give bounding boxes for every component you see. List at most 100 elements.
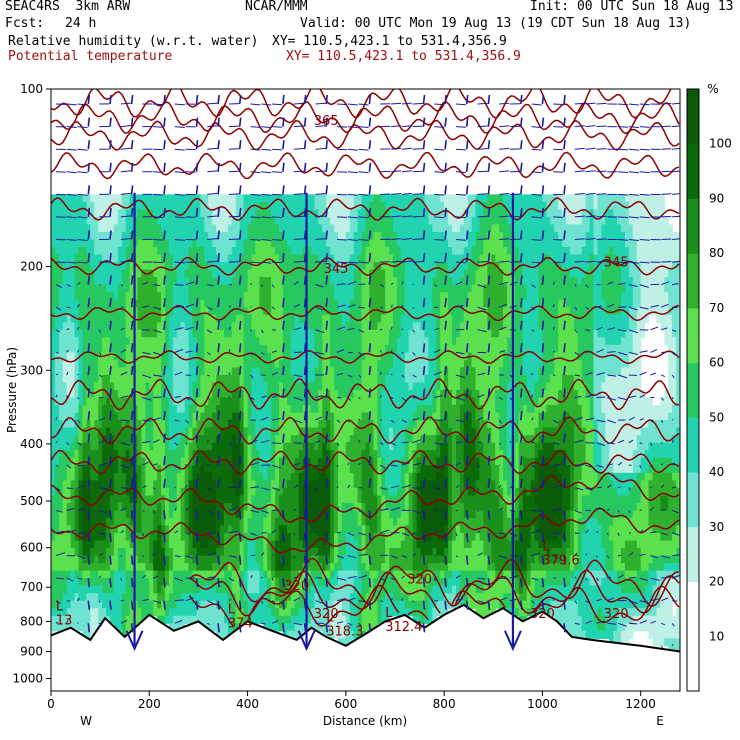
rh-cell [290, 277, 296, 286]
rh-cell [196, 593, 201, 602]
rh-cell [334, 201, 339, 210]
rh-cell [196, 578, 201, 587]
rh-cell [306, 375, 311, 384]
rh-cell [365, 502, 370, 511]
rh-cell [110, 465, 115, 474]
rh-cell [330, 209, 335, 218]
rh-cell [145, 465, 150, 474]
rh-cell [98, 405, 103, 414]
rh-cell [200, 201, 205, 210]
rh-cell [196, 412, 201, 421]
rh-cell [267, 262, 272, 271]
rh-cell [267, 548, 272, 557]
rh-cell [298, 277, 304, 286]
rh-cell [271, 216, 276, 225]
rh-cell [161, 344, 166, 353]
rh-cell [102, 593, 107, 602]
rh-cell [54, 375, 60, 384]
rh-cell [365, 292, 370, 301]
rh-cell [247, 359, 253, 368]
rh-cell [176, 533, 182, 542]
rh-cell [306, 615, 311, 624]
rh-cell [212, 472, 217, 481]
rh-cell [149, 344, 154, 353]
rh-cell [121, 480, 127, 489]
rh-cell [200, 239, 205, 248]
rh-cell [216, 615, 221, 624]
rh-cell [106, 359, 111, 368]
rh-cell [165, 194, 170, 203]
rh-cell [176, 600, 182, 609]
rh-cell [54, 510, 60, 519]
rh-cell [310, 224, 315, 233]
rh-cell [172, 533, 178, 542]
rh-cell [369, 390, 374, 399]
rh-cell [322, 585, 327, 594]
rh-cell [196, 563, 201, 572]
rh-cell [51, 540, 56, 549]
rh-cell [369, 262, 374, 271]
rh-cell [74, 232, 80, 241]
rh-cell [259, 262, 264, 271]
rh-cell [192, 608, 197, 617]
rh-cell [306, 533, 311, 542]
rh-cell [220, 247, 225, 256]
rh-cell [318, 269, 323, 278]
rh-cell [298, 555, 304, 564]
rh-cell [275, 382, 280, 391]
rh-cell [149, 442, 154, 451]
rh-cell [247, 224, 253, 233]
rh-cell [318, 292, 323, 301]
rh-cell [322, 224, 327, 233]
rh-cell [338, 435, 343, 444]
rh-cell [172, 344, 178, 353]
rh-cell [54, 442, 60, 451]
rh-cell [381, 209, 386, 218]
rh-cell [133, 382, 139, 391]
rh-cell [70, 533, 76, 542]
rh-cell [192, 262, 197, 271]
rh-cell [141, 247, 146, 256]
rh-cell [74, 563, 80, 572]
rh-cell [176, 615, 182, 624]
rh-cell [345, 435, 351, 444]
rh-cell [314, 209, 319, 218]
rh-cell [282, 412, 288, 421]
rh-cell [290, 457, 296, 466]
rh-cell [192, 435, 197, 444]
rh-cell [247, 382, 253, 391]
rh-cell [121, 367, 127, 376]
rh-cell [200, 533, 205, 542]
rh-cell [188, 194, 194, 203]
rh-cell [377, 277, 382, 286]
rh-cell [334, 593, 339, 602]
rh-cell [290, 359, 296, 368]
rh-cell [98, 329, 103, 338]
rh-cell [341, 517, 347, 526]
rh-cell [137, 435, 142, 444]
rh-cell [149, 322, 154, 331]
rh-cell [180, 232, 186, 241]
rh-cell [58, 540, 64, 549]
rh-cell [125, 322, 131, 331]
rh-cell [263, 495, 268, 504]
rh-cell [286, 390, 292, 399]
rh-cell [243, 405, 249, 414]
rh-cell [98, 570, 103, 579]
rh-cell [110, 262, 115, 271]
rh-cell [145, 359, 150, 368]
rh-cell [369, 322, 374, 331]
rh-cell [121, 502, 127, 511]
rh-cell [141, 593, 146, 602]
rh-cell [153, 359, 158, 368]
rh-cell [141, 329, 146, 338]
rh-cell [255, 397, 260, 406]
rh-cell [117, 232, 123, 241]
rh-cell [161, 232, 166, 241]
rh-cell [70, 442, 76, 451]
rh-cell [78, 247, 83, 256]
rh-cell [212, 525, 217, 534]
rh-cell [298, 344, 304, 353]
rh-cell [334, 533, 339, 542]
rh-cell [357, 563, 363, 572]
